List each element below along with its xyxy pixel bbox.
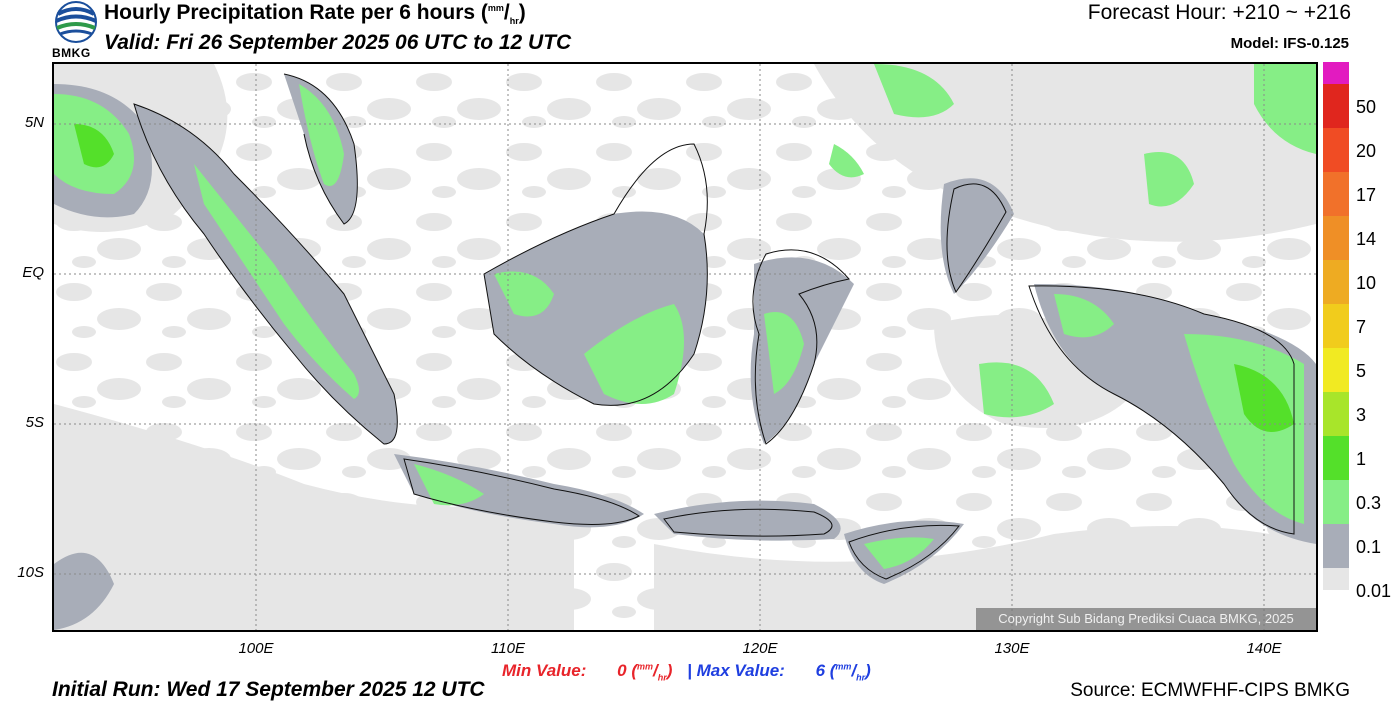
colorbar-label: 17 [1356, 185, 1377, 205]
bmkg-logo-icon [50, 0, 102, 60]
min-unit-bottom: hr [657, 672, 667, 683]
colorbar-swatch [1323, 436, 1349, 480]
colorbar-label: 0.1 [1356, 537, 1382, 557]
colorbar-label: 3 [1356, 405, 1367, 425]
map-canvas [54, 64, 1316, 630]
min-max-values: Min Value: 0 (mm/hr) | Max Value: 6 (mm/… [502, 661, 871, 682]
min-value: 0 (mm/hr) [617, 661, 673, 683]
valid-time: Valid: Fri 26 September 2025 06 UTC to 1… [104, 31, 572, 54]
x-tick-label: 100E [238, 640, 274, 657]
min-value-number: 0 [617, 661, 627, 680]
colorbar [1323, 62, 1349, 590]
colorbar-label: 1 [1356, 449, 1367, 469]
colorbar-label: 7 [1356, 317, 1367, 337]
colorbar-swatch [1323, 216, 1349, 260]
max-value: 6 (mm/hr) [815, 661, 871, 683]
colorbar-swatch [1323, 480, 1349, 524]
colorbar-swatch [1323, 524, 1349, 568]
initial-run: Initial Run: Wed 17 September 2025 12 UT… [52, 678, 485, 701]
precipitation-map: Copyright Sub Bidang Prediksi Cuaca BMKG… [52, 62, 1318, 632]
min-unit-top: mm [636, 661, 653, 672]
colorbar-swatch [1323, 62, 1349, 84]
title-unit-bottom: hr [509, 16, 519, 27]
colorbar-label: 20 [1356, 141, 1377, 161]
max-unit-bottom: hr [856, 672, 866, 683]
copyright-notice: Copyright Sub Bidang Prediksi Cuaca BMKG… [976, 608, 1316, 630]
colorbar-label: 10 [1356, 273, 1377, 293]
colorbar-swatch [1323, 84, 1349, 128]
colorbar-label: 5 [1356, 361, 1367, 381]
y-tick-label: 5S [25, 414, 44, 431]
model-name: Model: IFS-0.125 [1230, 35, 1349, 52]
value-separator: | [687, 661, 692, 680]
colorbar-label: 50 [1356, 97, 1377, 117]
title-text: Hourly Precipitation Rate per 6 hours ( [104, 1, 488, 24]
logo-text: BMKG [52, 46, 91, 60]
chart-title: Hourly Precipitation Rate per 6 hours (m… [104, 1, 526, 27]
y-tick-label: EQ [22, 264, 44, 281]
x-tick-label: 130E [994, 640, 1030, 657]
colorbar-swatch [1323, 304, 1349, 348]
colorbar-label: 0.3 [1356, 493, 1382, 513]
min-label: Min Value: [502, 661, 587, 680]
x-tick-label: 110E [491, 640, 525, 657]
colorbar-label: 0.01 [1356, 581, 1392, 601]
max-label: Max Value: [696, 661, 785, 680]
colorbar-swatch [1323, 392, 1349, 436]
colorbar-label: 14 [1356, 229, 1377, 249]
y-tick-label: 10S [17, 564, 44, 581]
title-close: ) [518, 1, 526, 24]
colorbar-swatch [1323, 348, 1349, 392]
max-value-number: 6 [815, 661, 826, 680]
data-source: Source: ECMWFHF-CIPS BMKG [1070, 680, 1350, 701]
colorbar-swatch [1323, 260, 1349, 304]
y-tick-label: 5N [24, 114, 44, 131]
colorbar-swatch [1323, 172, 1349, 216]
x-tick-label: 120E [742, 640, 778, 657]
max-unit-top: mm [835, 661, 852, 672]
x-tick-label: 140E [1246, 640, 1282, 657]
forecast-hour: Forecast Hour: +210 ~ +216 [1087, 1, 1351, 24]
title-unit-top: mm [487, 3, 504, 13]
colorbar-swatch [1323, 128, 1349, 172]
colorbar-swatch [1323, 568, 1349, 590]
